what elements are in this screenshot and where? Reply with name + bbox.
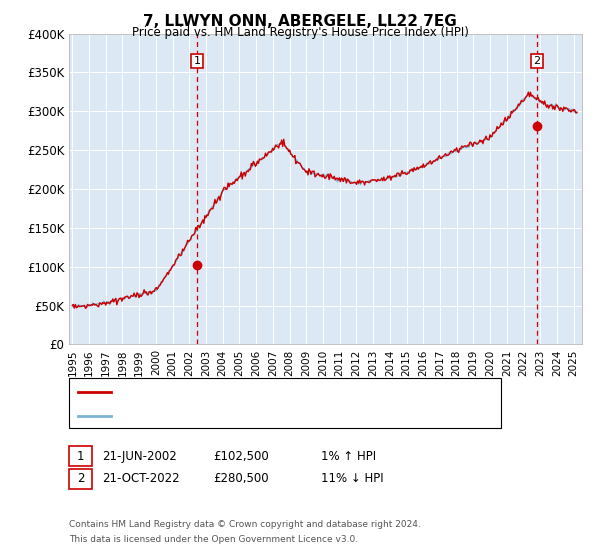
Text: 1: 1 — [194, 56, 200, 66]
Text: 7, LLWYN ONN, ABERGELE, LL22 7EG: 7, LLWYN ONN, ABERGELE, LL22 7EG — [143, 14, 457, 29]
Text: HPI: Average price, detached house, Conwy: HPI: Average price, detached house, Conw… — [117, 411, 356, 421]
Text: 21-JUN-2002: 21-JUN-2002 — [102, 450, 177, 463]
Text: 1% ↑ HPI: 1% ↑ HPI — [321, 450, 376, 463]
Text: 7, LLWYN ONN, ABERGELE, LL22 7EG (detached house): 7, LLWYN ONN, ABERGELE, LL22 7EG (detach… — [117, 387, 419, 397]
Text: 11% ↓ HPI: 11% ↓ HPI — [321, 472, 383, 486]
Text: 2: 2 — [77, 472, 84, 486]
Text: £280,500: £280,500 — [213, 472, 269, 486]
Text: 1: 1 — [77, 450, 84, 463]
Text: 21-OCT-2022: 21-OCT-2022 — [102, 472, 179, 486]
Text: This data is licensed under the Open Government Licence v3.0.: This data is licensed under the Open Gov… — [69, 535, 358, 544]
Text: Contains HM Land Registry data © Crown copyright and database right 2024.: Contains HM Land Registry data © Crown c… — [69, 520, 421, 529]
Text: 2: 2 — [533, 56, 541, 66]
Text: Price paid vs. HM Land Registry's House Price Index (HPI): Price paid vs. HM Land Registry's House … — [131, 26, 469, 39]
Text: £102,500: £102,500 — [213, 450, 269, 463]
